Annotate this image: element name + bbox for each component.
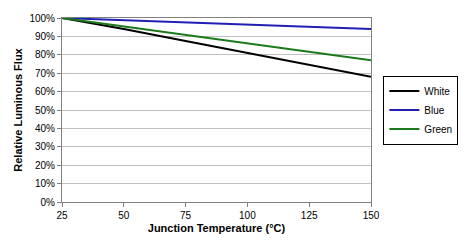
svg-text:70%: 70% xyxy=(35,68,55,79)
svg-text:20%: 20% xyxy=(35,160,55,171)
svg-text:10%: 10% xyxy=(35,178,55,189)
svg-text:60%: 60% xyxy=(35,86,55,97)
svg-text:White: White xyxy=(424,86,450,97)
svg-text:125: 125 xyxy=(301,210,318,221)
svg-text:100: 100 xyxy=(239,210,256,221)
svg-text:0%: 0% xyxy=(41,197,56,208)
svg-text:80%: 80% xyxy=(35,49,55,60)
svg-text:90%: 90% xyxy=(35,31,55,42)
svg-text:Blue: Blue xyxy=(424,105,444,116)
svg-text:Junction Temperature (°C): Junction Temperature (°C) xyxy=(148,222,286,234)
svg-text:50: 50 xyxy=(118,210,130,221)
svg-text:Relative Luminous Flux: Relative Luminous Flux xyxy=(12,47,24,171)
svg-text:75: 75 xyxy=(180,210,192,221)
svg-text:25: 25 xyxy=(56,210,68,221)
svg-text:150: 150 xyxy=(363,210,380,221)
svg-text:40%: 40% xyxy=(35,123,55,134)
svg-text:100%: 100% xyxy=(29,13,55,24)
svg-text:50%: 50% xyxy=(35,105,55,116)
svg-text:Green: Green xyxy=(424,124,452,135)
svg-text:30%: 30% xyxy=(35,141,55,152)
